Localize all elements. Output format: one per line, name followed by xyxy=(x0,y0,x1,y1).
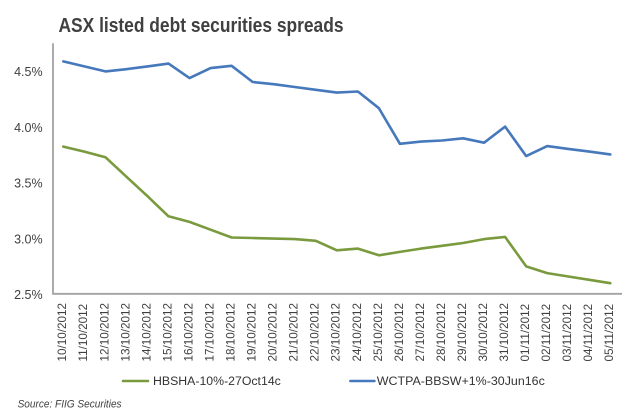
svg-text:10/10/2012: 10/10/2012 xyxy=(56,303,69,362)
svg-text:15/10/2012: 15/10/2012 xyxy=(161,303,174,362)
svg-text:20/10/2012: 20/10/2012 xyxy=(267,303,280,362)
svg-text:HBSHA-10%-27Oct14c: HBSHA-10%-27Oct14c xyxy=(153,374,281,388)
svg-text:3.0%: 3.0% xyxy=(14,232,43,246)
svg-text:29/10/2012: 29/10/2012 xyxy=(456,303,469,362)
svg-text:02/11/2012: 02/11/2012 xyxy=(540,304,553,362)
svg-text:24/10/2012: 24/10/2012 xyxy=(351,303,364,362)
svg-text:4.5%: 4.5% xyxy=(14,65,43,79)
svg-text:4.0%: 4.0% xyxy=(14,121,43,135)
svg-text:27/10/2012: 27/10/2012 xyxy=(414,303,427,362)
svg-text:11/10/2012: 11/10/2012 xyxy=(77,304,90,362)
svg-text:Source: FIIG Securities: Source: FIIG Securities xyxy=(18,399,122,411)
svg-text:25/10/2012: 25/10/2012 xyxy=(372,303,385,362)
svg-text:04/11/2012: 04/11/2012 xyxy=(582,304,595,362)
svg-text:21/10/2012: 21/10/2012 xyxy=(288,303,301,362)
svg-text:ASX listed debt securities spr: ASX listed debt securities spreads xyxy=(59,15,344,37)
svg-text:30/10/2012: 30/10/2012 xyxy=(477,303,490,362)
svg-text:19/10/2012: 19/10/2012 xyxy=(246,303,259,362)
svg-text:01/11/2012: 01/11/2012 xyxy=(519,304,532,362)
svg-text:05/11/2012: 05/11/2012 xyxy=(603,304,616,362)
svg-text:13/10/2012: 13/10/2012 xyxy=(119,303,132,362)
svg-text:28/10/2012: 28/10/2012 xyxy=(435,303,448,362)
svg-text:WCTPA-BBSW+1%-30Jun16c: WCTPA-BBSW+1%-30Jun16c xyxy=(377,374,545,388)
svg-text:3.5%: 3.5% xyxy=(14,177,43,191)
svg-text:26/10/2012: 26/10/2012 xyxy=(393,303,406,362)
svg-text:18/10/2012: 18/10/2012 xyxy=(225,303,238,362)
svg-text:31/10/2012: 31/10/2012 xyxy=(498,303,511,362)
svg-text:17/10/2012: 17/10/2012 xyxy=(204,303,217,362)
svg-text:2.5%: 2.5% xyxy=(14,288,43,302)
svg-text:22/10/2012: 22/10/2012 xyxy=(309,303,322,362)
svg-text:12/10/2012: 12/10/2012 xyxy=(98,303,111,362)
svg-text:14/10/2012: 14/10/2012 xyxy=(140,303,153,362)
svg-text:23/10/2012: 23/10/2012 xyxy=(330,303,343,362)
svg-text:16/10/2012: 16/10/2012 xyxy=(182,303,195,362)
svg-text:03/11/2012: 03/11/2012 xyxy=(561,304,574,362)
